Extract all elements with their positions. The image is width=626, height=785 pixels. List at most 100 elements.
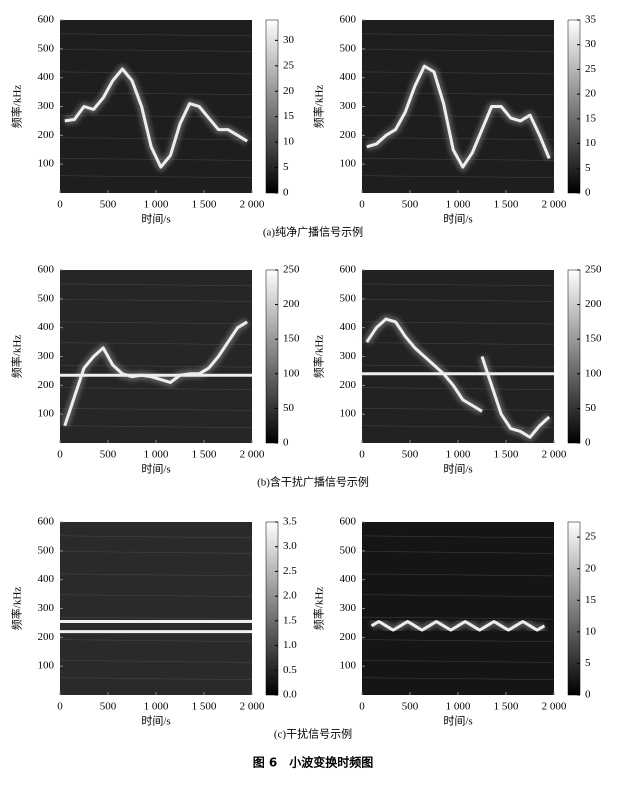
texture-line [361,573,555,577]
colorbar-tick-label: 50 [585,402,597,414]
texture-line [59,387,253,390]
y-tick-label: 500 [38,292,55,304]
y-axis-label: 频率/kHz [10,587,24,630]
x-tick-label: 0 [57,199,63,211]
ridge [480,356,551,439]
y-tick-label: 600 [340,516,357,528]
colorbar-tick-label: 200 [283,298,300,310]
x-tick-label: 1 500 [494,449,519,461]
y-tick-label: 600 [38,516,55,528]
texture-line [361,92,555,95]
x-tick-label: 0 [359,449,365,461]
texture-line [59,299,253,302]
texture-line [361,283,555,287]
plot-background [60,522,252,695]
colorbar-tick-label: 1.0 [283,639,297,651]
texture-line [59,342,253,345]
colorbar-tick-label: 50 [283,402,295,414]
x-tick-label: 1 000 [446,701,471,713]
texture-line [59,321,253,325]
colorbar-tick-label: 3.5 [283,516,297,528]
y-tick-label: 400 [38,321,55,333]
colorbar-tick-label: 0 [585,187,591,199]
y-axis-label: 频率/kHz [10,335,24,378]
texture-line [59,33,253,37]
texture-line [59,594,253,597]
ridge [64,67,248,169]
y-tick-label: 400 [38,573,55,585]
x-axis-label: 时间/s [141,715,170,728]
colorbar-tick-label: 250 [585,264,602,276]
y-axis-label: 频率/kHz [10,85,24,128]
texture-line [59,283,253,287]
y-tick-label: 500 [340,292,357,304]
y-tick-label: 600 [340,14,357,26]
colorbar-tick-label: 10 [585,137,597,149]
y-tick-label: 200 [340,379,357,391]
x-axis-label: 时间/s [443,213,472,226]
y-tick-label: 400 [340,573,357,585]
y-tick-label: 300 [340,602,357,614]
texture-line [361,49,555,52]
y-axis-label: 频率/kHz [312,85,326,128]
colorbar-tick-label: 0 [585,689,591,701]
y-tick-label: 300 [38,350,55,362]
colorbar-tick-label: 25 [585,531,597,543]
colorbar-tick-label: 30 [283,34,295,46]
texture-line [59,425,253,428]
texture-line [59,92,253,95]
x-tick-label: 1 000 [144,199,169,211]
x-tick-label: 2 000 [542,199,567,211]
colorbar-tick-label: 25 [585,63,597,75]
y-tick-label: 200 [38,129,55,141]
texture-line [59,71,253,75]
x-axis-label: 时间/s [141,463,170,476]
y-tick-label: 300 [340,100,357,112]
colorbar-tick-label: 15 [283,110,295,122]
colorbar-tick-label: 250 [283,264,300,276]
figure-title: 图 6 小波变换时频图 [253,755,374,770]
colorbar [265,19,279,194]
x-tick-label: 500 [100,701,117,713]
colorbar-tick-label: 5 [585,657,591,669]
y-axis-label: 频率/kHz [312,335,326,378]
ridge [370,619,546,632]
colorbar-tick-label: 0.5 [283,664,297,676]
x-tick-label: 500 [100,449,117,461]
texture-line [361,299,555,302]
y-tick-label: 100 [340,158,357,170]
texture-line [59,114,253,118]
colorbar-tick-label: 20 [585,562,597,574]
texture-line [361,137,555,140]
colorbar-tick-label: 10 [585,625,597,637]
colorbar [567,521,581,696]
y-tick-label: 200 [38,631,55,643]
y-tick-label: 300 [340,350,357,362]
texture-line [59,677,253,680]
colorbar-tick-label: 3.0 [283,540,297,552]
y-tick-label: 600 [38,264,55,276]
x-axis-label: 时间/s [141,213,170,226]
x-tick-label: 1 000 [144,701,169,713]
x-axis-label: 时间/s [443,715,472,728]
texture-line [59,639,253,642]
texture-line [59,408,253,411]
colorbar-tick-label: 15 [585,594,597,606]
y-tick-label: 500 [340,544,357,556]
y-tick-label: 100 [38,408,55,420]
y-tick-label: 500 [38,42,55,54]
colorbar [567,19,581,194]
texture-line [59,551,253,554]
x-tick-label: 0 [57,449,63,461]
x-axis-label: 时间/s [443,463,472,476]
y-tick-label: 300 [38,602,55,614]
colorbar-tick-label: 150 [585,333,602,345]
texture-line [59,573,253,577]
colorbar-tick-label: 0 [283,437,289,449]
x-tick-label: 1 500 [192,449,217,461]
texture-line [361,71,555,75]
y-tick-label: 600 [340,264,357,276]
colorbar-tick-label: 35 [585,14,597,26]
x-tick-label: 2 000 [240,701,265,713]
